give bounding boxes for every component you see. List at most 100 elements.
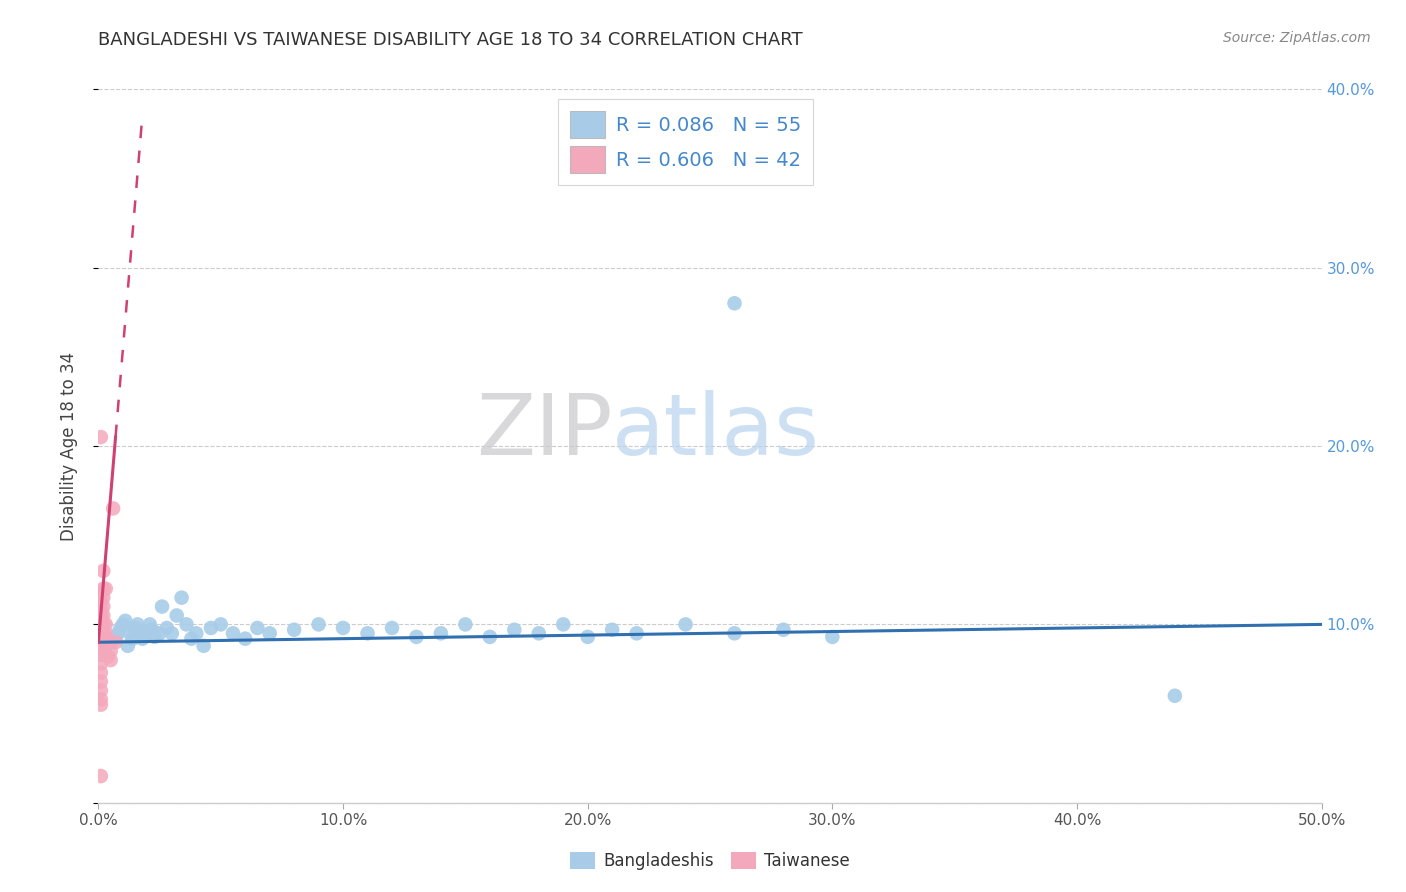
Point [104, 635, 127, 649]
Point [381, 621, 404, 635]
Point [90, 648, 112, 662]
Point [91, 626, 114, 640]
Point [675, 617, 697, 632]
Point [405, 630, 427, 644]
Point [166, 608, 188, 623]
Point [90, 639, 112, 653]
Point [94, 626, 117, 640]
Point [131, 632, 153, 646]
Point [91, 591, 114, 605]
Point [430, 626, 453, 640]
Point [90, 769, 112, 783]
Point [200, 621, 222, 635]
Point [136, 628, 159, 642]
Point [723, 626, 745, 640]
Point [100, 653, 122, 667]
Point [124, 621, 146, 635]
Point [222, 626, 245, 640]
Y-axis label: Disability Age 18 to 34: Disability Age 18 to 34 [59, 351, 77, 541]
Point [90, 594, 112, 608]
Point [90, 430, 112, 444]
Point [90, 603, 112, 617]
Point [170, 591, 193, 605]
Point [503, 623, 526, 637]
Point [478, 630, 501, 644]
Point [121, 632, 143, 646]
Point [101, 501, 124, 516]
Text: Source: ZipAtlas.com: Source: ZipAtlas.com [1223, 31, 1371, 45]
Point [90, 635, 112, 649]
Text: atlas: atlas [612, 390, 820, 474]
Point [90, 614, 112, 628]
Point [117, 639, 139, 653]
Point [600, 623, 623, 637]
Point [91, 582, 114, 596]
Point [104, 632, 127, 646]
Point [209, 617, 232, 632]
Point [160, 626, 183, 640]
Point [90, 674, 112, 689]
Point [332, 621, 354, 635]
Point [150, 599, 173, 614]
Point [141, 623, 163, 637]
Point [90, 628, 112, 642]
Point [90, 692, 112, 706]
Point [186, 626, 208, 640]
Point [626, 626, 648, 640]
Point [97, 649, 120, 664]
Point [90, 624, 112, 639]
Point [553, 617, 575, 632]
Point [90, 585, 112, 599]
Point [193, 639, 215, 653]
Point [90, 617, 112, 632]
Point [90, 621, 112, 635]
Point [91, 599, 114, 614]
Point [90, 683, 112, 698]
Point [233, 632, 256, 646]
Point [90, 665, 112, 680]
Point [94, 582, 117, 596]
Point [821, 630, 844, 644]
Point [308, 617, 330, 632]
Point [259, 626, 281, 640]
Point [129, 626, 152, 640]
Point [356, 626, 378, 640]
Text: BANGLADESHI VS TAIWANESE DISABILITY AGE 18 TO 34 CORRELATION CHART: BANGLADESHI VS TAIWANESE DISABILITY AGE … [98, 31, 803, 49]
Point [91, 564, 114, 578]
Point [454, 617, 477, 632]
Point [723, 296, 745, 310]
Point [97, 635, 120, 649]
Point [100, 644, 122, 658]
Point [134, 624, 156, 639]
Point [110, 621, 132, 635]
Point [90, 632, 112, 646]
Text: ZIP: ZIP [475, 390, 612, 474]
Point [90, 610, 112, 624]
Point [94, 617, 117, 632]
Point [90, 698, 112, 712]
Point [91, 632, 114, 646]
Point [143, 630, 166, 644]
Point [176, 617, 198, 632]
Point [111, 617, 134, 632]
Point [527, 626, 550, 640]
Point [91, 635, 114, 649]
Point [149, 626, 172, 640]
Point [100, 635, 122, 649]
Point [91, 644, 114, 658]
Point [156, 621, 179, 635]
Point [114, 614, 136, 628]
Legend: Bangladeshis, Taiwanese: Bangladeshis, Taiwanese [564, 845, 856, 877]
Point [91, 608, 114, 623]
Point [107, 626, 129, 640]
Point [246, 621, 269, 635]
Point [283, 623, 305, 637]
Point [772, 623, 794, 637]
Point [94, 639, 117, 653]
Point [94, 632, 117, 646]
Point [1164, 689, 1187, 703]
Point [576, 630, 599, 644]
Point [139, 617, 162, 632]
Point [90, 657, 112, 671]
Point [180, 632, 202, 646]
